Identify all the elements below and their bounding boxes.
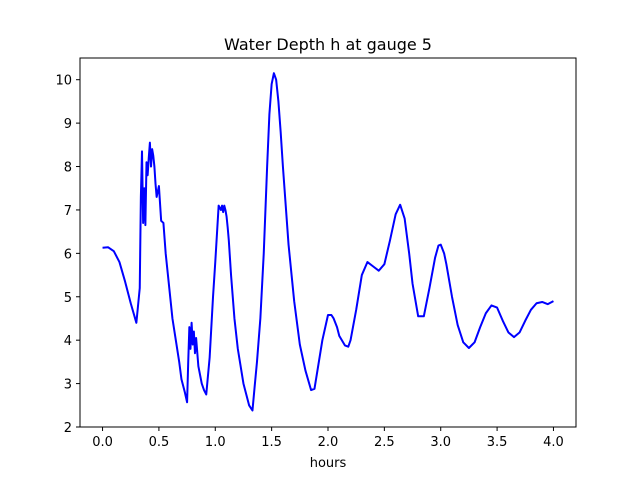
x-tick-label: 1.0 — [205, 435, 226, 450]
x-axis-label: hours — [310, 456, 347, 471]
x-tick-label: 4.0 — [543, 435, 564, 450]
y-tick-label: 9 — [64, 117, 72, 132]
y-tick-label: 3 — [64, 378, 72, 393]
y-tick-label: 2 — [64, 421, 72, 436]
x-tick-label: 3.5 — [487, 435, 508, 450]
x-tick-label: 3.0 — [430, 435, 451, 450]
x-tick-label: 2.0 — [318, 435, 339, 450]
series-line — [102, 72, 554, 412]
y-tick-label: 6 — [64, 247, 72, 262]
y-tick-label: 10 — [55, 74, 72, 89]
x-axis: 0.0 0.5 1.0 1.5 2.0 2.5 3.0 3.5 4.0 — [92, 427, 564, 450]
plot-frame — [79, 57, 577, 428]
x-tick-label: 0.0 — [92, 435, 113, 450]
y-axis: 2 3 4 5 6 7 8 9 10 — [55, 74, 80, 436]
x-tick-label: 0.5 — [149, 435, 170, 450]
chart-title: Water Depth h at gauge 5 — [224, 35, 432, 54]
y-tick-label: 4 — [64, 334, 72, 349]
y-tick-label: 8 — [64, 161, 72, 176]
plot-data — [102, 72, 554, 412]
x-tick-label: 1.5 — [261, 435, 282, 450]
y-tick-label: 5 — [64, 291, 72, 306]
x-tick-label: 2.5 — [374, 435, 395, 450]
y-tick-label: 7 — [64, 204, 72, 219]
